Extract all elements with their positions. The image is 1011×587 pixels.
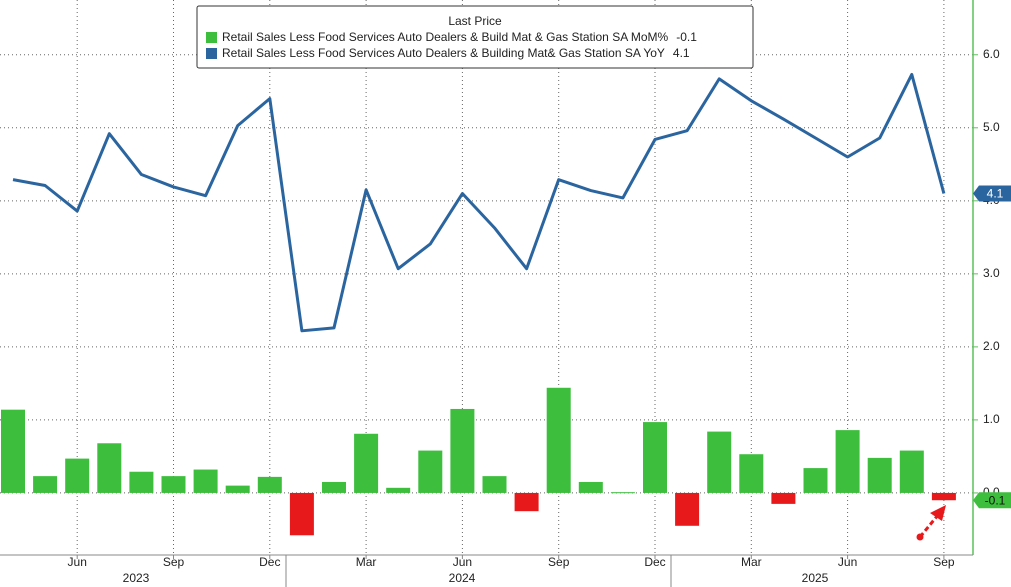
y-tick-label: 1.0 [983, 412, 1000, 426]
year-label: 2024 [449, 571, 476, 585]
bar [289, 492, 314, 536]
legend-value: 4.1 [673, 46, 690, 60]
bar [129, 471, 154, 493]
y-tick-label: 3.0 [983, 266, 1000, 280]
bar [578, 481, 603, 493]
legend-entry: Retail Sales Less Food Services Auto Dea… [222, 46, 665, 60]
bar [386, 487, 411, 493]
bar [193, 469, 218, 493]
bar [514, 492, 539, 512]
x-tick-label: Jun [838, 555, 857, 569]
bar [675, 492, 700, 526]
x-tick-label: Dec [644, 555, 665, 569]
arrow-tail [916, 533, 924, 541]
x-tick-label: Sep [933, 555, 955, 569]
legend: Last Price Retail Sales Less Food Servic… [196, 5, 754, 69]
bar [322, 481, 346, 493]
tag-value: -0.1 [985, 493, 1006, 507]
annotation-arrow [916, 505, 946, 541]
bar [707, 431, 732, 493]
legend-entry: Retail Sales Less Food Services Auto Dea… [222, 30, 669, 44]
bar [225, 485, 250, 493]
bar [899, 450, 924, 493]
bar [771, 492, 796, 504]
bar [257, 476, 282, 493]
last-value-tag: 4.1 [973, 185, 1011, 202]
arrow-head [930, 505, 946, 521]
last-value-tag: -0.1 [973, 492, 1011, 509]
marks [1, 72, 956, 536]
legend-box [196, 5, 754, 69]
x-tick-label: Mar [741, 555, 762, 569]
legend-value: -0.1 [676, 30, 697, 44]
tag-value: 4.1 [987, 187, 1004, 201]
axes: 0.01.02.03.04.05.06.0JunSepDecMarJunSepD… [68, 47, 1011, 587]
bar [482, 476, 507, 493]
bar [418, 450, 443, 493]
bar [1, 409, 25, 493]
x-tick-label: Dec [259, 555, 280, 569]
year-label: 2025 [802, 571, 829, 585]
x-tick-label: Sep [163, 555, 185, 569]
legend-swatch [206, 48, 217, 59]
grid [0, 0, 973, 555]
bar [739, 454, 764, 493]
y-tick-label: 5.0 [983, 120, 1000, 134]
y-tick-label: 6.0 [983, 47, 1000, 61]
bar [65, 458, 90, 493]
bar [610, 492, 635, 494]
x-tick-label: Jun [68, 555, 87, 569]
tag-box [973, 492, 1011, 509]
x-tick-label: Jun [453, 555, 472, 569]
bar [867, 457, 892, 493]
legend-title: Last Price [448, 14, 502, 28]
bar [33, 476, 58, 493]
year-label: 2023 [123, 571, 150, 585]
arrow-shaft [918, 514, 940, 538]
bar [643, 422, 667, 493]
bar [803, 468, 828, 493]
legend-swatch [206, 32, 217, 43]
bar [161, 476, 186, 493]
bar [931, 492, 956, 501]
bar [835, 430, 860, 493]
line [12, 72, 946, 333]
bar [97, 443, 122, 493]
x-tick-label: Mar [356, 555, 377, 569]
bar [450, 408, 475, 493]
bar [354, 433, 379, 493]
tag-box [973, 185, 1011, 202]
bar [546, 387, 571, 493]
y-tick-label: 2.0 [983, 339, 1000, 353]
x-tick-label: Sep [548, 555, 570, 569]
